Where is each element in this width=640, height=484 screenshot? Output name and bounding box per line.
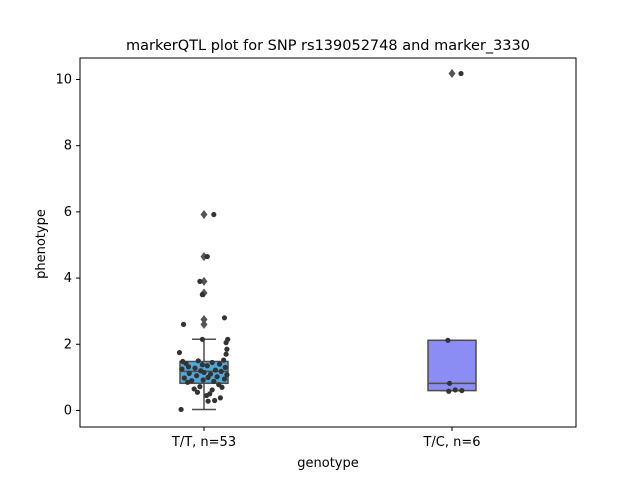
data-point [212,397,218,404]
data-point [217,395,223,401]
data-point [459,387,465,394]
data-point [446,388,452,394]
data-point [211,211,217,218]
plot-frame [79,57,577,428]
data-point [176,349,183,356]
y-tick-label: 2 [64,337,72,352]
data-point [179,366,185,372]
x-axis-label: genotype [297,456,358,471]
outlier-marker [448,69,456,79]
data-point [191,386,197,392]
x-tick-label: T/C, n=6 [422,435,480,450]
data-point [205,398,211,404]
data-point [207,391,213,397]
outlier-marker [200,252,208,262]
y-axis-label: phenotype [34,209,49,279]
data-point [199,336,205,342]
data-point [197,278,203,284]
data-point [197,384,203,390]
data-point [180,358,186,365]
data-point [189,378,195,384]
data-point [214,374,220,380]
data-point [186,370,192,376]
data-point [181,375,187,381]
data-point [212,367,219,373]
data-point [221,315,228,321]
data-point [452,387,458,393]
data-point [199,362,205,368]
x-tick-label: T/T, n=53 [171,435,236,450]
outlier-marker [200,319,208,329]
data-point [216,361,223,367]
y-tick-label: 0 [64,403,72,418]
data-point [199,292,205,298]
data-point [221,357,227,363]
data-point [204,363,210,369]
data-point [221,376,228,382]
data-point [192,365,198,371]
data-point [224,372,230,378]
data-point [194,373,200,379]
outlier-marker [200,276,208,286]
data-point [194,389,201,395]
outlier-marker [200,314,208,324]
data-point [209,387,215,393]
data-point [204,253,210,260]
y-tick-label: 10 [55,73,72,88]
data-point [445,337,451,343]
y-tick-label: 4 [64,271,72,286]
data-point [225,336,231,342]
data-point [222,364,228,371]
y-tick-label: 6 [64,205,72,220]
data-point [198,368,204,374]
data-point [458,70,464,77]
box-iqr [427,339,477,392]
data-point [180,321,187,328]
y-tick-label: 8 [64,139,72,154]
data-point [178,406,184,413]
data-point [223,351,229,357]
box-group-1 [176,210,231,413]
data-point [211,378,217,384]
data-point [185,379,191,385]
data-point [209,359,215,366]
outlier-marker [200,210,208,220]
data-point [200,377,206,383]
data-point [195,358,201,364]
box-group-2 [427,69,477,394]
data-point [224,346,230,352]
chart-title: markerQTL plot for SNP rs139052748 and m… [126,38,530,54]
data-point [216,382,222,388]
axes: 0 2 4 6 8 10 T/T, n=53 T/C, n=6 [55,73,480,450]
data-point [446,380,453,386]
data-point [218,368,224,375]
data-point [207,371,214,377]
plot-area [176,69,477,413]
